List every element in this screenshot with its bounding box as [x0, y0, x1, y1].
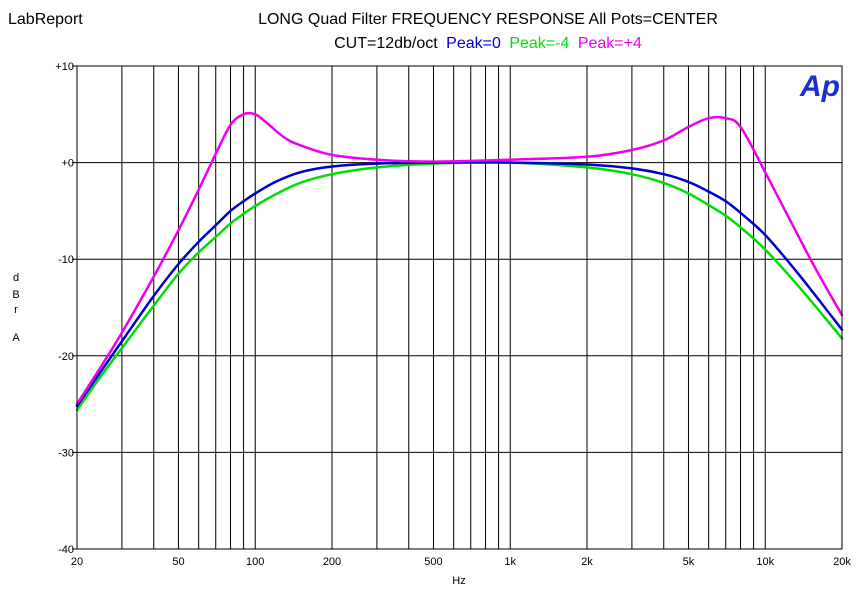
x-tick-label: 1k: [504, 556, 516, 568]
y-axis-label-char: r: [14, 304, 18, 316]
series-line-peak-minus-4: [75, 161, 844, 412]
series-layer: [75, 111, 844, 412]
brand-label: LabReport: [8, 11, 83, 28]
y-tick-label: +10: [55, 61, 74, 73]
x-tick-label: 20: [71, 556, 83, 568]
x-tick-label: 100: [246, 556, 264, 568]
y-axis-label-char: d: [13, 272, 19, 284]
series-line-peak-0: [75, 161, 844, 408]
x-tick-label: 20k: [833, 556, 851, 568]
x-tick-label: 500: [424, 556, 442, 568]
y-tick-labels: +10 +0 -10 -20 -30 -40: [55, 61, 77, 556]
subtitle-prefix: CUT=12db/oct: [334, 35, 438, 52]
y-tick-label: -40: [58, 544, 74, 556]
grid-layer: [77, 65, 842, 550]
x-axis-label: Hz: [452, 575, 465, 587]
x-tick-label: 50: [172, 556, 184, 568]
y-tick-label: -10: [58, 254, 74, 266]
legend-entry-peak-plus-4: Peak=+4: [578, 35, 642, 52]
chart-subtitle: CUT=12db/oct Peak=0 Peak=-4 Peak=+4: [334, 35, 642, 52]
x-tick-label: 2k: [581, 556, 593, 568]
legend-entry-peak-0: Peak=0: [446, 35, 501, 52]
ap-logo: Ap: [799, 70, 840, 103]
plot-frame: [76, 65, 843, 550]
y-axis-label: dBr A: [12, 272, 20, 344]
x-tick-label: 10k: [756, 556, 774, 568]
x-tick-label: 5k: [683, 556, 695, 568]
y-axis-label-char: A: [12, 332, 20, 344]
legend-entry-peak-minus-4: Peak=-4: [509, 35, 569, 52]
x-tick-label: 200: [323, 556, 341, 568]
y-tick-label: -30: [58, 447, 74, 459]
y-tick-label: +0: [61, 158, 74, 170]
series-line-peak-plus-4: [75, 111, 844, 406]
y-tick-label: -20: [58, 351, 74, 363]
y-axis-label-char: B: [12, 289, 19, 301]
x-tick-labels: 20 50 100 200 500 1k 2k 5k 10k 20k: [71, 556, 851, 568]
chart-title: LONG Quad Filter FREQUENCY RESPONSE All …: [258, 11, 718, 28]
